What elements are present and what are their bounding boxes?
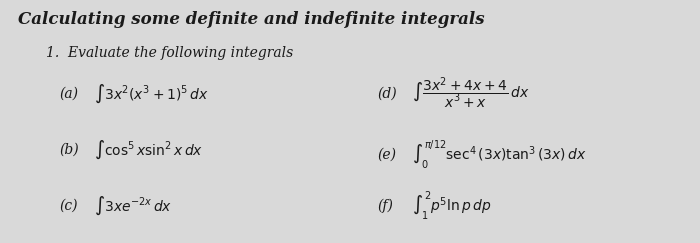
Text: $\int 3x^2(x^3+1)^5\, dx$: $\int 3x^2(x^3+1)^5\, dx$	[94, 82, 209, 104]
Text: $\int_0^{\pi/12} \sec^4(3x)\tan^3(3x)\, dx$: $\int_0^{\pi/12} \sec^4(3x)\tan^3(3x)\, …	[412, 138, 587, 171]
Text: (a): (a)	[60, 86, 78, 100]
Text: $\int \dfrac{3x^2+4x+4}{x^3+x}\, dx$: $\int \dfrac{3x^2+4x+4}{x^3+x}\, dx$	[412, 76, 530, 111]
Text: (e): (e)	[378, 147, 397, 161]
Text: (c): (c)	[60, 199, 78, 213]
Text: $\int 3xe^{-2x}\, dx$: $\int 3xe^{-2x}\, dx$	[94, 195, 172, 217]
Text: $\int \cos^5 x \sin^2 x\, dx$: $\int \cos^5 x \sin^2 x\, dx$	[94, 139, 203, 161]
Text: Calculating some definite and indefinite integrals: Calculating some definite and indefinite…	[18, 11, 484, 28]
Text: (f): (f)	[378, 199, 393, 213]
Text: $\int_1^{2} p^5 \ln p\, dp$: $\int_1^{2} p^5 \ln p\, dp$	[412, 190, 491, 223]
Text: (d): (d)	[378, 86, 398, 100]
Text: 1.  Evaluate the following integrals: 1. Evaluate the following integrals	[46, 46, 293, 61]
Text: (b): (b)	[60, 143, 79, 157]
